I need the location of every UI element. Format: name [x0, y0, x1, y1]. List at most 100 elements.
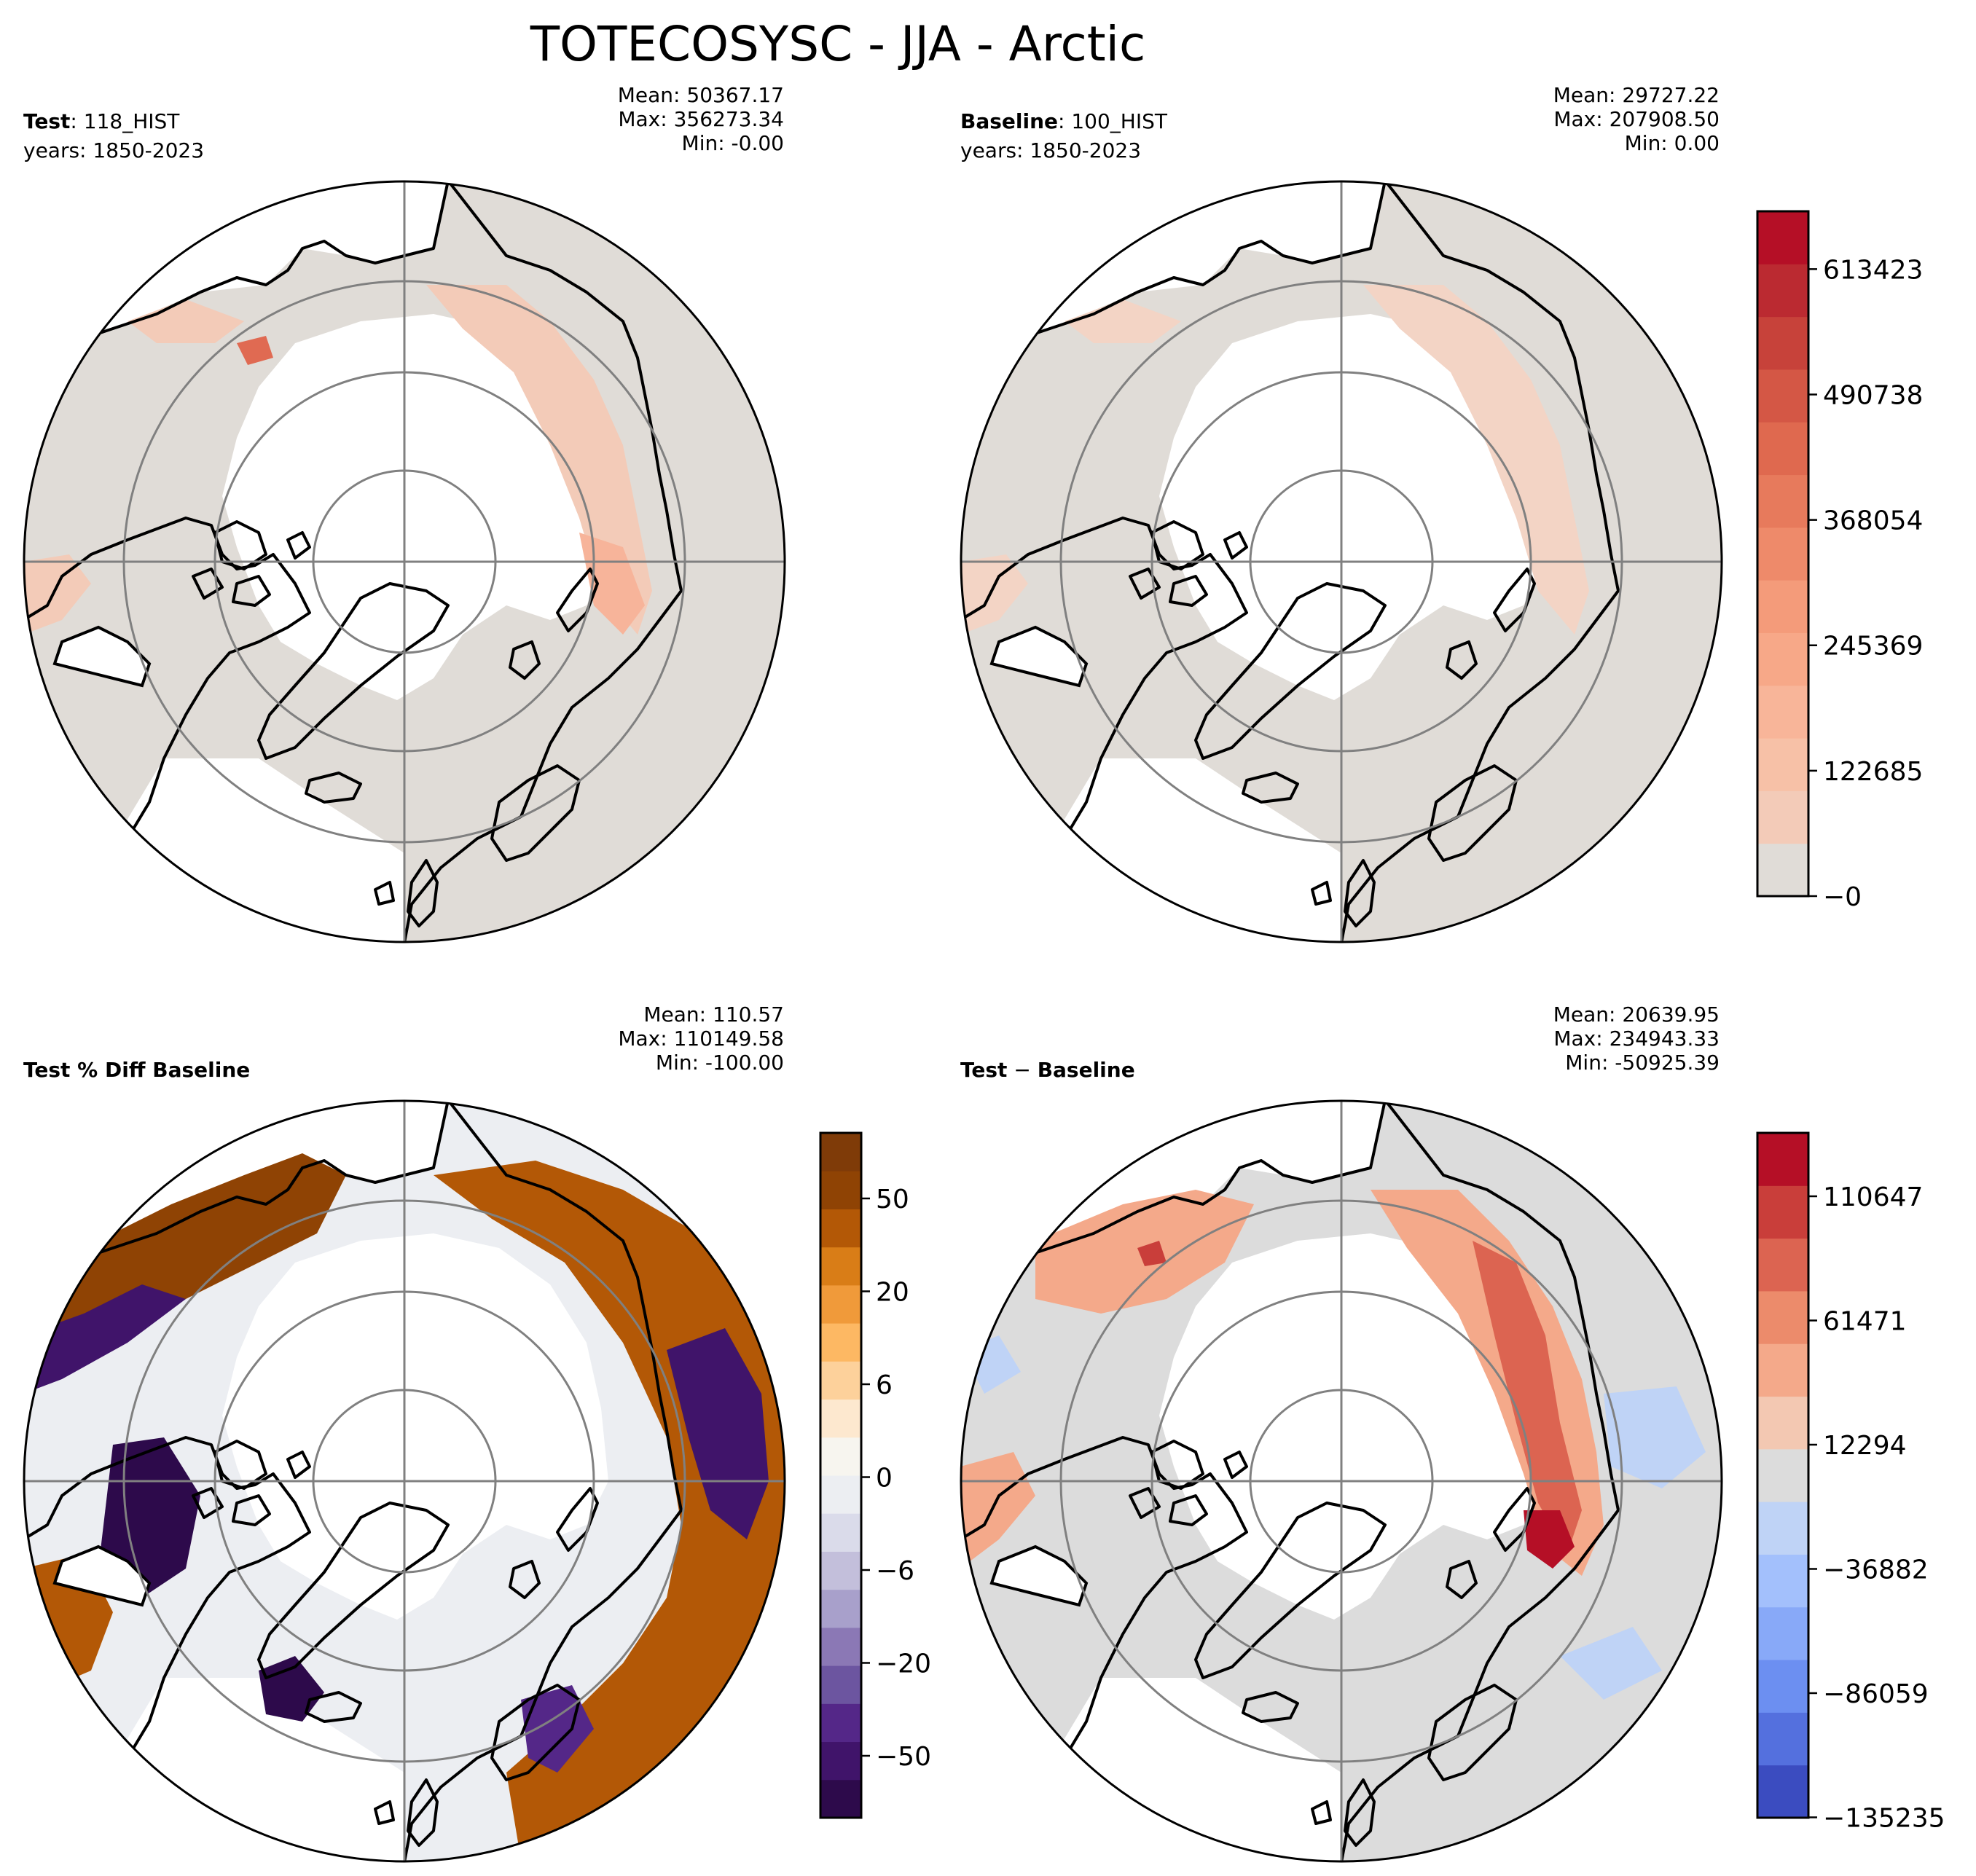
- colorbar-tick-label-4: −86059: [1823, 1679, 1929, 1709]
- colorbar-segment-9: [820, 1437, 861, 1476]
- test-stats: Mean: 50367.17 Max: 356273.34 Min: -0.00: [618, 83, 784, 155]
- pctdiff-mean: Mean: 110.57: [643, 1002, 784, 1027]
- test-min: Min: -0.00: [681, 131, 784, 155]
- data-contour-0: [1065, 299, 1181, 343]
- data-contour-1: [1363, 285, 1589, 635]
- colorbar-segment-4: [1757, 1554, 1808, 1608]
- baseline-panel-label: Baseline: 100_HIST: [960, 109, 1167, 133]
- data-contour-2: [960, 554, 1028, 635]
- baseline-label-case: : 100_HIST: [1058, 109, 1167, 133]
- colorbar-segment-6: [1757, 1448, 1808, 1502]
- colorbar-tick-label-5: 613423: [1823, 255, 1923, 285]
- data-contour-1: [1137, 1241, 1167, 1266]
- colorbar-segment-7: [820, 1513, 861, 1552]
- coastline-iceland: [1242, 1691, 1299, 1723]
- test-map: [23, 180, 786, 943]
- diff-panel-label: Test − Baseline: [960, 1058, 1135, 1082]
- coastline-archipelago: [1129, 1440, 1248, 1526]
- colorbar-tick-label-4: 490738: [1823, 381, 1923, 411]
- colorbar-segment-7: [1757, 474, 1808, 528]
- colorbar-tick-label-5: −20: [876, 1649, 931, 1679]
- data-contour-0: [128, 299, 244, 343]
- coastline-hudson-bay: [52, 625, 152, 688]
- pctdiff-map: [23, 1099, 786, 1863]
- pctdiff-min: Min: -100.00: [655, 1051, 784, 1075]
- colorbar-segment-16: [820, 1171, 861, 1209]
- coastline-britain: [1311, 859, 1376, 927]
- colorbar-segment-1: [1757, 1712, 1808, 1766]
- coastline-svalbard: [1446, 1560, 1478, 1599]
- colorbar-tick-label-2: 12294: [1823, 1431, 1907, 1461]
- colorbar-tick-label-4: −6: [876, 1556, 914, 1586]
- coastline-novaya: [1493, 568, 1536, 632]
- colorbar-segment-0: [1757, 843, 1808, 897]
- colorbar-segment-6: [1757, 527, 1808, 581]
- coastline-eurasia: [403, 1100, 785, 1862]
- main-colorbar: −0 122685 245369 368054 490738 613423: [1756, 210, 1923, 912]
- coastline-hudson-bay: [52, 1545, 152, 1607]
- pctdiff-max: Max: 110149.58: [618, 1027, 784, 1051]
- coastline-britain: [374, 1778, 439, 1847]
- arctic-ocean: [1159, 314, 1545, 700]
- data-contour-7: [1604, 1386, 1706, 1488]
- colorbar-segment-11: [1757, 1185, 1808, 1239]
- coastline-eurasia: [1340, 181, 1722, 943]
- coastline-iceland: [1242, 772, 1299, 804]
- colorbar-segment-3: [1757, 685, 1808, 739]
- colorbar-segment-9: [1757, 369, 1808, 423]
- colorbar-tick-label-3: 368054: [1823, 506, 1923, 536]
- map-boundary: [23, 180, 786, 943]
- colorbar-segment-0: [1757, 1765, 1808, 1818]
- colorbar-tick-label-5: −135235: [1823, 1804, 1945, 1834]
- coastline-britain: [1311, 1778, 1376, 1847]
- coastline-archipelago: [192, 520, 311, 607]
- coastline-scandinavia: [1427, 764, 1518, 862]
- colorbar-segment-8: [1757, 422, 1808, 476]
- coastline-svalbard: [509, 640, 541, 680]
- pctdiff-label-bold: Test % Diff Baseline: [23, 1058, 251, 1082]
- coastline-iceland: [305, 1691, 362, 1723]
- baseline-years: years: 1850-2023: [960, 138, 1142, 162]
- data-contour-8: [404, 1292, 579, 1510]
- colorbar-segment-2: [820, 1703, 861, 1743]
- coastline-hudson-bay: [989, 625, 1089, 688]
- coastline-novaya: [1493, 1487, 1536, 1552]
- test-panel-label: Test: 118_HIST: [23, 109, 179, 133]
- colorbar-tick-label-0: −0: [1823, 882, 1862, 912]
- coastline-britain: [374, 859, 439, 927]
- colorbar-segment-8: [1757, 1343, 1808, 1397]
- data-contour-4: [1524, 1510, 1575, 1569]
- coastline-scandinavia: [1427, 1684, 1518, 1781]
- colorbar-segment-7: [1757, 1396, 1808, 1450]
- pctdiff-stats: Mean: 110.57 Max: 110149.58 Min: -100.00: [618, 1002, 784, 1075]
- colorbar-segment-1: [820, 1741, 861, 1781]
- data-contour-4: [434, 1161, 785, 1860]
- colorbar-tick-label-3: 0: [876, 1464, 893, 1494]
- pctdiff-colorbar: 50 20 6 0 −6 −20 −50: [819, 1131, 931, 1819]
- colorbar-tick-label-1: 122685: [1823, 757, 1923, 787]
- colorbar-segment-5: [1757, 580, 1808, 633]
- test-mean: Mean: 50367.17: [617, 83, 784, 107]
- colorbar-segment-3: [820, 1665, 861, 1704]
- colorbar-segment-4: [820, 1627, 861, 1666]
- arctic-ocean: [222, 314, 608, 700]
- data-contour-5: [667, 1328, 769, 1539]
- data-contour-1: [237, 336, 273, 365]
- coastline-novaya: [556, 1487, 599, 1552]
- coastline-greenland: [1194, 582, 1387, 760]
- test-years: years: 1850-2023: [23, 138, 205, 162]
- colorbar-segment-3: [1757, 1606, 1808, 1660]
- test-label-bold: Test: [23, 109, 71, 133]
- diff-colorbar: 110647 61471 12294 −36882 −86059 −135235: [1756, 1131, 1945, 1834]
- colorbar-tick-label-1: 61471: [1823, 1307, 1907, 1337]
- colorbar-segment-2: [1757, 1660, 1808, 1713]
- colorbar-tick-label-0: 110647: [1823, 1182, 1923, 1212]
- coastline-greenland: [1194, 1502, 1387, 1679]
- baseline-stats: Mean: 29727.22 Max: 207908.50 Min: 0.00: [1553, 83, 1720, 155]
- colorbar-segment-10: [820, 1399, 861, 1438]
- data-contour-4: [23, 554, 91, 635]
- colorbar-segment-14: [820, 1247, 861, 1286]
- map-boundary: [23, 1099, 786, 1863]
- colorbar-segment-12: [1757, 211, 1808, 264]
- colorbar-segment-13: [820, 1284, 861, 1324]
